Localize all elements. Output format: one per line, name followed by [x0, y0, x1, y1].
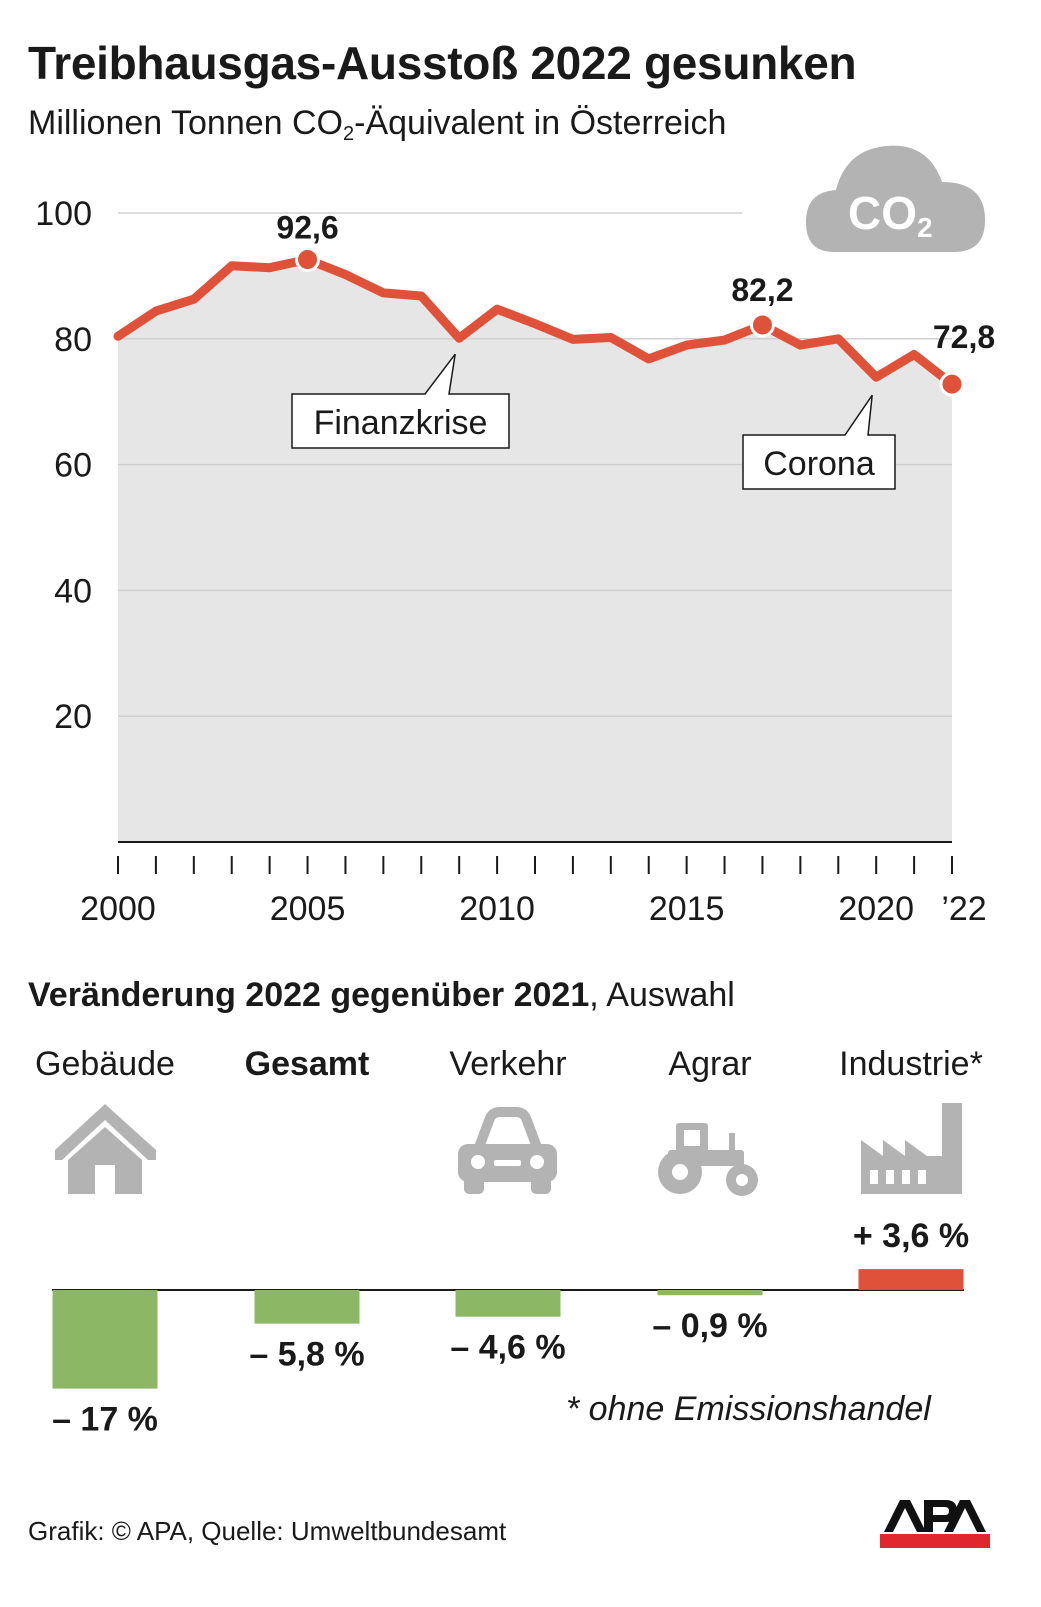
line-chart: 20 40 60 80 100 2000 2005 2010 2015 2020 ’22 92,6 82… — [35, 145, 995, 928]
bar — [52, 1290, 158, 1389]
y-tick-label: 80 — [54, 321, 92, 359]
data-point-highlight — [749, 312, 775, 338]
x-tick-label: ’22 — [941, 890, 986, 928]
annotation-callout: Finanzkrise — [291, 353, 510, 449]
x-tick-label: 2000 — [80, 890, 156, 928]
data-point-label: 82,2 — [731, 272, 793, 308]
bar — [254, 1290, 360, 1324]
sector-label-gesamt: Gesamt — [244, 1045, 370, 1083]
apa-logo — [880, 1500, 990, 1548]
factory-icon — [861, 1103, 962, 1194]
data-point-highlight — [295, 247, 321, 273]
y-tick-label: 100 — [35, 195, 92, 233]
data-line — [113, 255, 957, 389]
car-icon — [458, 1107, 557, 1194]
y-tick-label: 60 — [54, 447, 92, 485]
x-tick-label: 2005 — [270, 890, 346, 928]
chart-subtitle: Millionen Tonnen CO2-Äquivalent in Öster… — [28, 104, 727, 145]
sector-label-verkehr: Verkehr — [449, 1045, 567, 1083]
bar — [858, 1269, 964, 1290]
sector-label-gebaeude: Gebäude — [35, 1045, 175, 1083]
data-point-label: 92,6 — [276, 210, 338, 246]
annotation-label: Finanzkrise — [314, 404, 488, 442]
y-tick-label: 20 — [54, 698, 92, 736]
bar-value-label: – 4,6 % — [450, 1329, 565, 1367]
sector-label-agrar: Agrar — [668, 1045, 752, 1083]
y-tick-label: 40 — [54, 572, 92, 610]
x-tick-label: 2015 — [649, 890, 725, 928]
data-point-label: 72,8 — [933, 319, 995, 355]
annotation-label: Corona — [763, 445, 875, 483]
data-point-highlight — [939, 371, 965, 397]
bar-value-label: + 3,6 % — [853, 1217, 969, 1255]
bar-value-label: – 0,9 % — [652, 1307, 767, 1345]
x-tick-label: 2010 — [459, 890, 535, 928]
page-title: Treibhausgas-Ausstoß 2022 gesunken — [28, 37, 857, 89]
sector-label-industrie: Industrie* — [839, 1045, 983, 1083]
source-credit: Grafik: © APA, Quelle: Umweltbundesamt — [28, 1516, 507, 1546]
bar — [455, 1290, 561, 1317]
x-tick-label: 2020 — [838, 890, 914, 928]
tractor-icon — [658, 1123, 758, 1196]
house-icon — [55, 1104, 156, 1194]
bar-value-label: – 5,8 % — [249, 1336, 364, 1374]
co2-cloud-icon: CO2 — [806, 145, 986, 252]
bar — [657, 1290, 763, 1296]
annotation-callout: Corona — [742, 394, 896, 490]
bar-section-title: Veränderung 2022 gegenüber 2021, Auswahl — [28, 976, 735, 1014]
footnote: * ohne Emissionshandel — [566, 1390, 931, 1428]
chart-area-fill — [118, 259, 952, 842]
bar-value-label: – 17 % — [52, 1401, 158, 1439]
